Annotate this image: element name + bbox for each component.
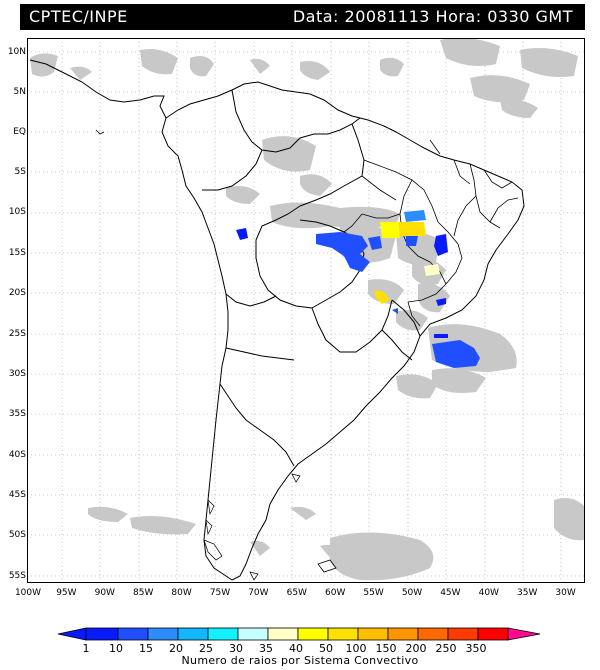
latitude-label: EQ xyxy=(13,127,26,137)
latitude-label: 20S xyxy=(8,288,26,298)
latitude-label: 10S xyxy=(8,207,26,217)
longitude-label: 65W xyxy=(286,588,307,598)
legend-tick-label: 40 xyxy=(289,642,303,655)
legend-tick-label: 30 xyxy=(229,642,243,655)
coastlines xyxy=(29,59,525,581)
convective-systems xyxy=(236,210,480,368)
latitude-label: 30S xyxy=(8,369,26,379)
latitude-label: 45S xyxy=(8,490,26,500)
legend-tick-label: 50 xyxy=(319,642,333,655)
latitude-label: 15S xyxy=(8,248,26,258)
longitude-label: 80W xyxy=(171,588,192,598)
longitude-label: 95W xyxy=(56,588,77,598)
legend-tick-label: 150 xyxy=(375,642,397,655)
longitude-label: 40W xyxy=(478,588,499,598)
legend-tick-label: 350 xyxy=(465,642,487,655)
longitude-label: 75W xyxy=(209,588,231,598)
longitude-label: 55W xyxy=(363,588,384,598)
latitude-label: 55S xyxy=(8,571,26,581)
longitude-label: 60W xyxy=(325,588,346,598)
latitude-label: 40S xyxy=(8,450,26,460)
legend-tick-label: 1 xyxy=(82,642,90,655)
datetime-label: Data: 20081113 Hora: 0330 GMT xyxy=(292,7,573,26)
legend-tick-label: 35 xyxy=(259,642,273,655)
latitude-label: 5N xyxy=(13,87,26,97)
legend-title: Numero de raios por Sistema Convectivo xyxy=(181,654,419,667)
legend-tick-label: 250 xyxy=(435,642,457,655)
longitude-label: 100W xyxy=(14,588,42,598)
longitude-label: 90W xyxy=(94,588,115,598)
longitude-label: 50W xyxy=(401,588,423,598)
latitude-label: 25S xyxy=(8,329,26,339)
grid-lines xyxy=(27,38,585,583)
legend-tick-label: 25 xyxy=(199,642,213,655)
legend-tick-label: 200 xyxy=(405,642,427,655)
legend-tick-label: 20 xyxy=(169,642,183,655)
legend-tick-label: 15 xyxy=(139,642,153,655)
title-bar: CPTEC/INPE Data: 20081113 Hora: 0330 GMT xyxy=(20,4,585,30)
latitude-label: 10N xyxy=(7,47,26,57)
longitude-label: 70W xyxy=(248,588,269,598)
latitude-label: 50S xyxy=(8,530,26,540)
legend-tick-label: 10 xyxy=(109,642,123,655)
source-label: CPTEC/INPE xyxy=(29,7,128,26)
longitude-label: 45W xyxy=(440,588,461,598)
map-frame xyxy=(27,38,585,583)
longitude-label: 85W xyxy=(133,588,154,598)
legend-colorbar xyxy=(57,627,541,641)
latitude-label: 5S xyxy=(14,167,26,177)
latitude-label: 35S xyxy=(8,409,26,419)
legend-tick-label: 100 xyxy=(345,642,367,655)
longitude-label: 35W xyxy=(517,588,538,598)
longitude-label: 30W xyxy=(555,588,576,598)
